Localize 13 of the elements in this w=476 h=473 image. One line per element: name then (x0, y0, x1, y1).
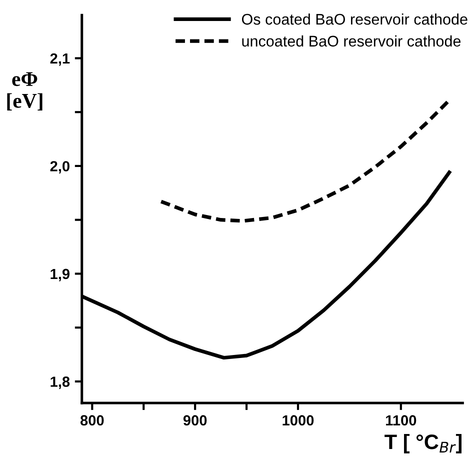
x-tick-label: 800 (80, 415, 104, 426)
y-tick-label: 1,8 (50, 376, 70, 389)
x-tick-label: 1100 (386, 415, 416, 426)
y-tick-label: 2,0 (50, 161, 70, 174)
legend-label: Os coated BaO reservoir cathode (242, 13, 468, 25)
x-tick-label: 1000 (282, 415, 314, 426)
y-tick-label: 2,1 (50, 53, 70, 66)
y-tick-label: 1,9 (50, 268, 70, 282)
line-series (159, 98, 452, 223)
y-axis-title: eΦ [eV] (7, 72, 42, 110)
legend-label: uncoated BaO reservoir cathode (242, 35, 461, 47)
x-axis-title: T [ °C$_{Br}$] (384, 434, 462, 454)
x-tick-label: 900 (183, 415, 207, 426)
